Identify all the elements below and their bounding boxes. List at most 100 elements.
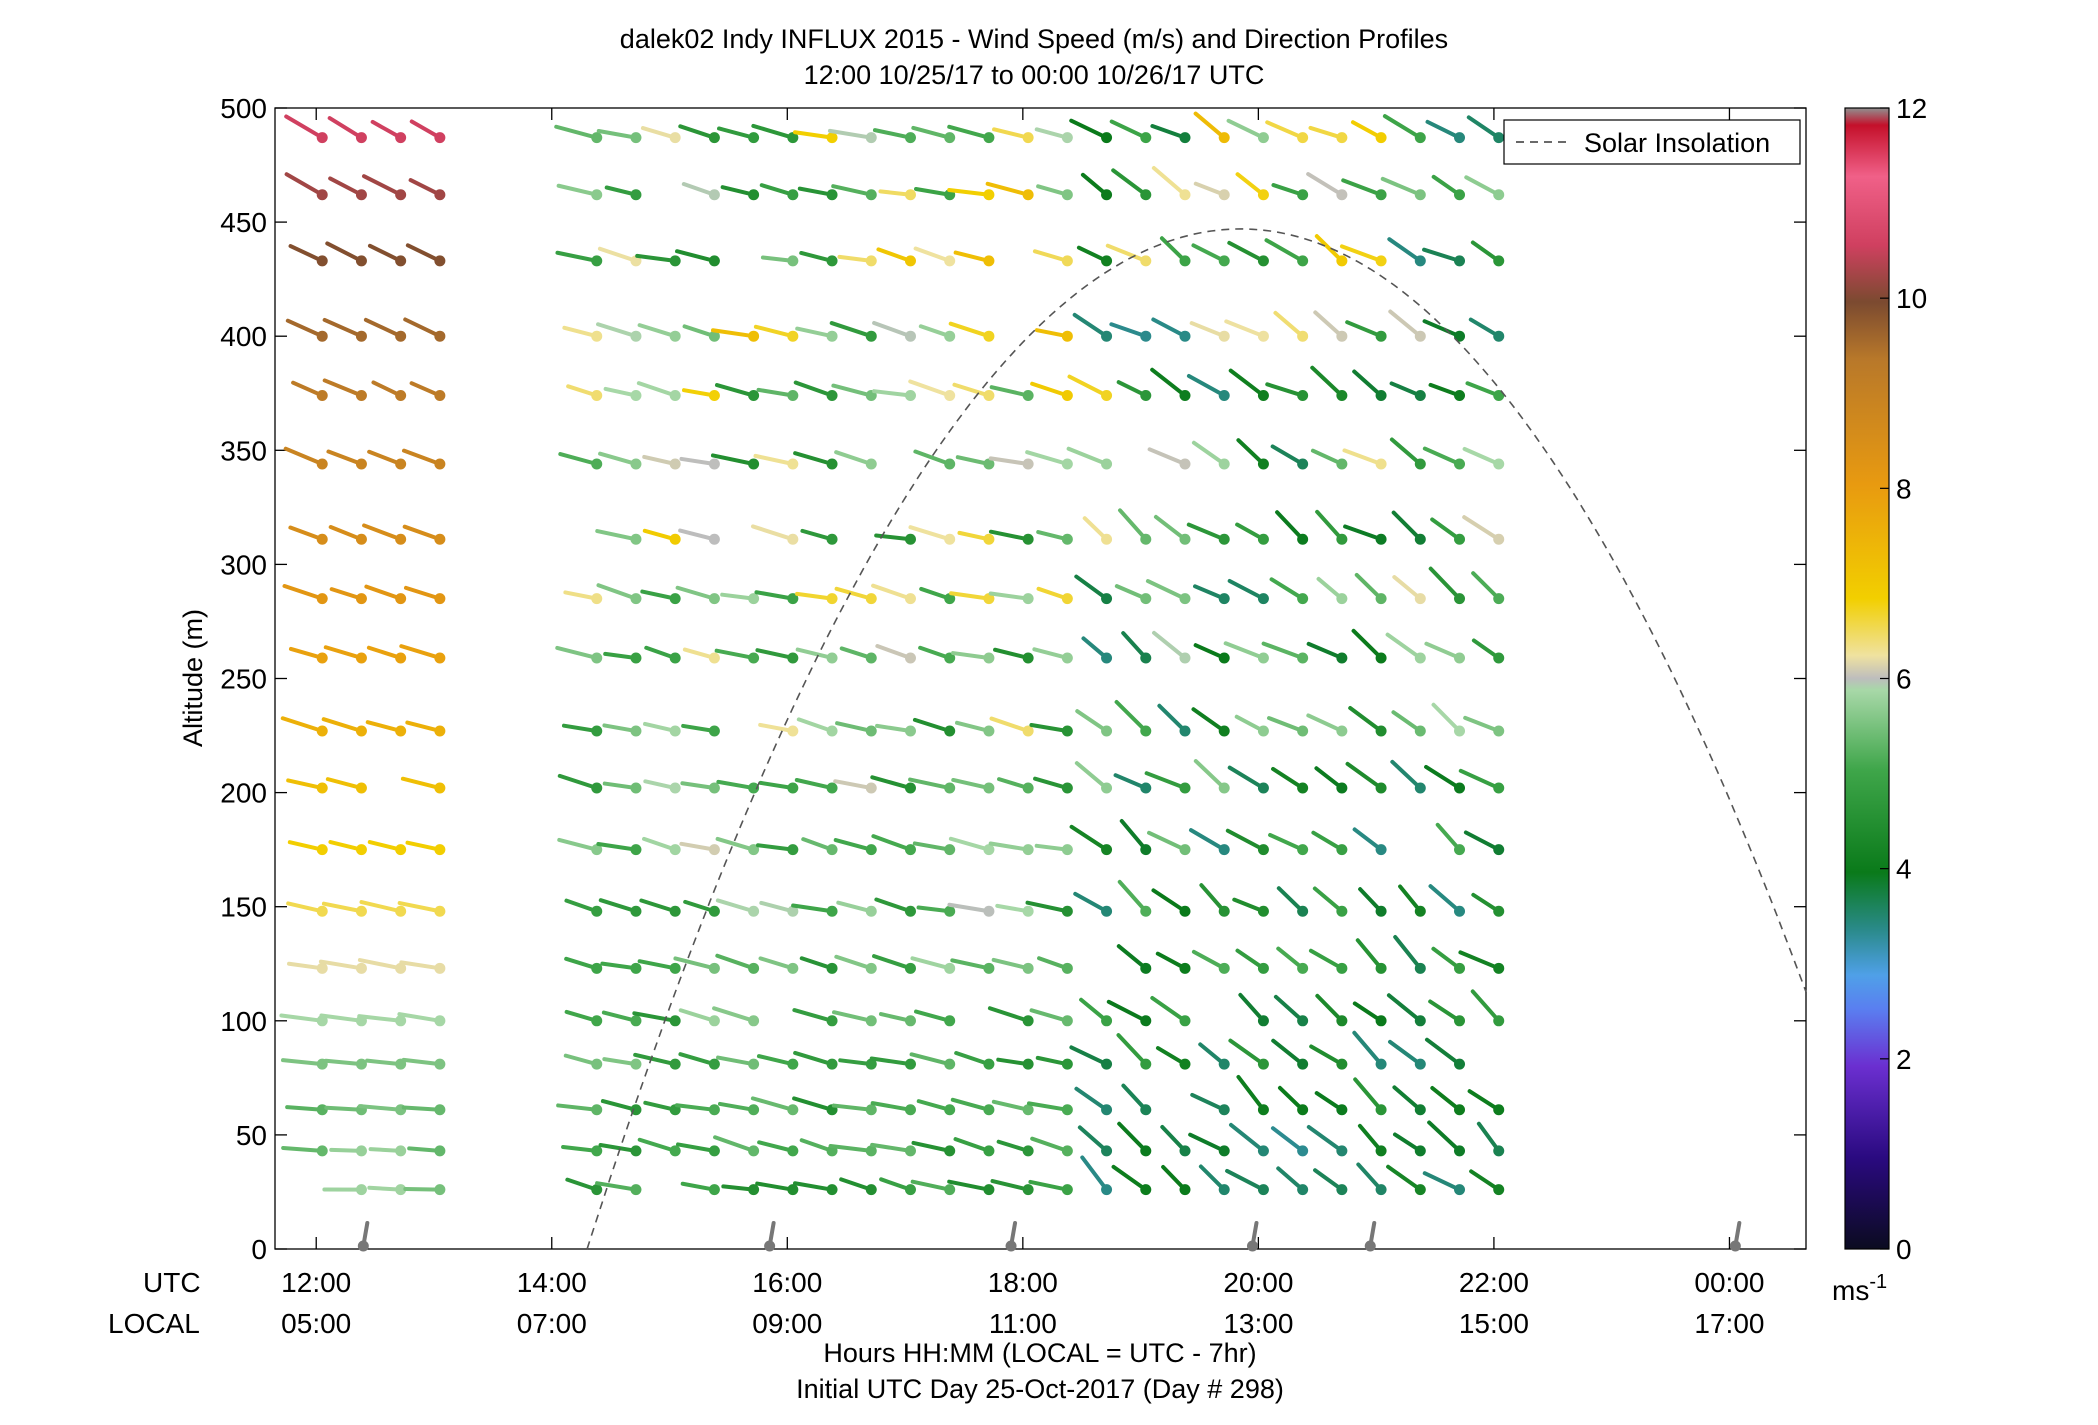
wind-barb-dot <box>983 330 995 342</box>
wind-barb-dot <box>748 1145 760 1157</box>
wind-barb <box>989 716 1031 733</box>
wind-barb-dot <box>1336 1184 1348 1196</box>
wind-barb-dot <box>865 132 877 144</box>
wind-barb-dot <box>983 390 995 402</box>
wind-barb-dot <box>865 255 877 267</box>
wind-barb <box>1422 247 1462 263</box>
wind-barb-dot <box>669 458 681 470</box>
wind-barb <box>912 841 952 852</box>
wind-barb <box>1311 830 1344 852</box>
wind-barb-dot <box>1218 905 1230 917</box>
y-tick-label: 250 <box>220 664 267 695</box>
wind-barb <box>675 249 717 263</box>
wind-barb-dot <box>708 1015 720 1027</box>
wind-barb-dot <box>1061 593 1073 605</box>
wind-barb <box>1227 765 1266 791</box>
wind-barb-dot <box>983 533 995 545</box>
wind-barb <box>365 720 403 733</box>
wind-barb-dot <box>787 1104 799 1116</box>
wind-barb-dot <box>591 652 603 664</box>
wind-barb <box>1424 764 1462 791</box>
wind-barb-dot <box>1414 652 1426 664</box>
wind-barb <box>1147 830 1187 852</box>
wind-barb <box>327 116 364 140</box>
wind-barb-dot <box>1061 458 1073 470</box>
wind-barb-dot <box>395 1145 407 1157</box>
wind-barb <box>1066 446 1109 466</box>
wind-barb-dot <box>904 1145 916 1157</box>
wind-barb-dot <box>826 782 838 794</box>
wind-barb-dot <box>434 458 446 470</box>
wind-barb-dot <box>748 330 760 342</box>
wind-barb <box>1306 641 1344 660</box>
wind-barb <box>1225 828 1266 852</box>
wind-barb <box>286 778 325 791</box>
wind-barb-dot <box>787 390 799 402</box>
wind-barb-dot <box>1218 255 1230 267</box>
wind-barb <box>795 647 835 660</box>
wind-barb-dot <box>434 844 446 856</box>
wind-barb-dot <box>1061 330 1073 342</box>
wind-barb <box>1345 761 1384 791</box>
wind-barb-dot <box>1257 962 1269 974</box>
wind-barb <box>640 126 678 140</box>
wind-barb <box>1032 249 1070 263</box>
wind-barb <box>1236 438 1266 466</box>
wind-barb <box>1226 118 1266 140</box>
wind-barb-dot <box>630 390 642 402</box>
wind-barb-dot <box>630 1015 642 1027</box>
wind-barb <box>1392 1085 1423 1112</box>
wind-barb <box>1028 1179 1070 1192</box>
wind-barb <box>908 777 952 791</box>
wind-barb <box>1269 577 1305 601</box>
wind-barb-dot <box>1101 1058 1113 1070</box>
wind-barb-dot <box>630 782 642 794</box>
wind-barb-dot <box>1257 1184 1269 1196</box>
wind-barb-dot <box>1336 844 1348 856</box>
wind-barb <box>831 383 874 398</box>
wind-barb <box>1074 574 1109 601</box>
wind-barb <box>678 1008 717 1023</box>
wind-barb-dot <box>708 255 720 267</box>
wind-barb <box>991 957 1031 971</box>
wind-barb-dot <box>1218 782 1230 794</box>
wind-barb-dot <box>1179 533 1191 545</box>
wind-barb-dot <box>904 652 916 664</box>
wind-barb-dot <box>434 905 446 917</box>
wind-barb <box>1306 1125 1344 1153</box>
wind-barb <box>1235 172 1266 197</box>
wind-barb <box>1424 1037 1462 1067</box>
wind-barb-dot <box>1140 725 1152 737</box>
wind-barb-dot <box>1375 1145 1387 1157</box>
wind-barb <box>1273 994 1305 1023</box>
wind-barb-dot <box>1414 593 1426 605</box>
wind-barb <box>948 836 991 852</box>
wind-barb-dot <box>1061 844 1073 856</box>
wind-barb <box>678 528 717 542</box>
wind-barb-dot <box>1336 725 1348 737</box>
wind-barb-dot <box>1140 962 1152 974</box>
wind-barb <box>872 389 913 398</box>
wind-barb <box>1150 996 1187 1023</box>
wind-barb-dot <box>865 1058 877 1070</box>
wind-barb-dot <box>630 255 642 267</box>
wind-barb-dot <box>1414 782 1426 794</box>
wind-barb-dot <box>1297 652 1309 664</box>
colorbar-tick-label: 6 <box>1896 664 1912 695</box>
wind-barb <box>834 586 874 601</box>
wind-barb <box>1389 437 1423 466</box>
wind-barb-dot <box>1179 132 1191 144</box>
wind-barb-dot <box>1257 782 1269 794</box>
wind-barb-dot <box>1179 390 1191 402</box>
wind-barb <box>1111 168 1148 197</box>
wind-barb-dot <box>1375 962 1387 974</box>
wind-barb <box>403 585 442 601</box>
wind-barb <box>401 1105 442 1112</box>
wind-barb-dot <box>1218 1184 1230 1196</box>
wind-barb-dot <box>1179 1015 1191 1027</box>
utc-tick-label: 12:00 <box>281 1267 351 1298</box>
wind-barb <box>363 317 403 339</box>
wind-barb <box>397 1012 442 1023</box>
wind-barb-dot <box>1257 1104 1269 1116</box>
wind-barb-dot <box>1257 844 1269 856</box>
